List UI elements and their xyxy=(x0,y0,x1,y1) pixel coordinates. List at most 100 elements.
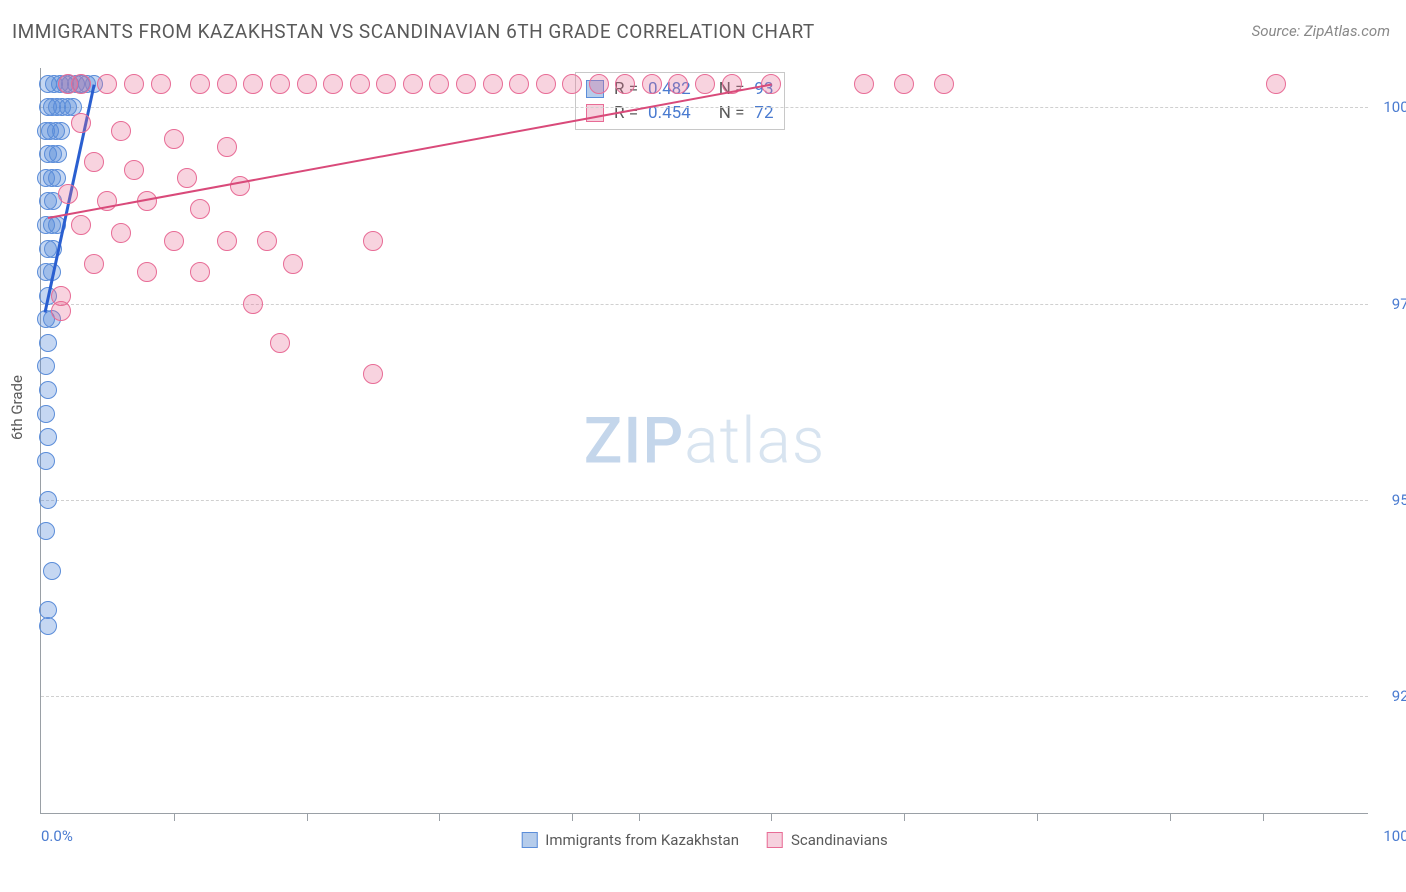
x-tick xyxy=(1037,813,1038,821)
scatter-point xyxy=(190,199,210,219)
scatter-point xyxy=(71,215,91,235)
stats-n-value: 72 xyxy=(754,103,773,123)
scatter-point xyxy=(111,121,131,141)
scatter-point xyxy=(217,137,237,157)
x-tick xyxy=(439,813,440,821)
legend-label: Immigrants from Kazakhstan xyxy=(545,831,739,849)
x-tick xyxy=(174,813,175,821)
scatter-point xyxy=(363,231,383,251)
scatter-point xyxy=(177,168,197,188)
legend-swatch xyxy=(767,832,783,848)
scatter-point xyxy=(49,145,67,163)
scatter-point xyxy=(137,262,157,282)
scatter-point xyxy=(124,160,144,180)
x-tick xyxy=(771,813,772,821)
scatter-point xyxy=(39,428,57,446)
scatter-point xyxy=(403,74,423,94)
scatter-point xyxy=(37,522,55,540)
scatter-point xyxy=(894,74,914,94)
scatter-point xyxy=(456,74,476,94)
x-tick xyxy=(307,813,308,821)
scatter-point xyxy=(562,74,582,94)
gridline-h xyxy=(41,107,1368,108)
legend: Immigrants from Kazakhstan Scandinavians xyxy=(521,831,888,849)
x-tick xyxy=(639,813,640,821)
x-tick xyxy=(572,813,573,821)
scatter-point xyxy=(1266,74,1286,94)
scatter-point xyxy=(642,74,662,94)
gridline-h xyxy=(41,304,1368,305)
watermark-atlas: atlas xyxy=(684,403,825,478)
scatter-point xyxy=(43,562,61,580)
scatter-point xyxy=(39,334,57,352)
scatter-point xyxy=(39,491,57,509)
legend-swatch xyxy=(521,832,537,848)
scatter-point xyxy=(71,74,91,94)
scatter-point xyxy=(695,74,715,94)
scatter-point xyxy=(934,74,954,94)
y-tick-label: 100.0% xyxy=(1374,98,1406,116)
scatter-point xyxy=(97,74,117,94)
scatter-point xyxy=(190,262,210,282)
watermark: ZIPatlas xyxy=(584,403,826,478)
legend-label: Scandinavians xyxy=(791,831,888,849)
scatter-point xyxy=(37,452,55,470)
scatter-point xyxy=(111,223,131,243)
scatter-point xyxy=(230,176,250,196)
scatter-point xyxy=(854,74,874,94)
scatter-point xyxy=(151,74,171,94)
scatter-point xyxy=(350,74,370,94)
scatter-point xyxy=(84,254,104,274)
scatter-point xyxy=(217,74,237,94)
legend-item: Immigrants from Kazakhstan xyxy=(521,831,739,849)
scatter-point xyxy=(589,74,609,94)
x-tick xyxy=(1263,813,1264,821)
scatter-point xyxy=(243,294,263,314)
scatter-point xyxy=(283,254,303,274)
y-tick-label: 95.0% xyxy=(1374,491,1406,509)
scatter-point xyxy=(536,74,556,94)
scatter-point xyxy=(71,113,91,133)
scatter-point xyxy=(164,129,184,149)
scatter-point xyxy=(615,74,635,94)
legend-item: Scandinavians xyxy=(767,831,888,849)
trend-line xyxy=(47,84,771,219)
watermark-zip: ZIP xyxy=(584,403,685,478)
scatter-point xyxy=(51,286,71,306)
gridline-h xyxy=(41,696,1368,697)
chart-title: IMMIGRANTS FROM KAZAKHSTAN VS SCANDINAVI… xyxy=(12,20,815,43)
scatter-point xyxy=(363,364,383,384)
gridline-h xyxy=(41,500,1368,501)
source-attribution: Source: ZipAtlas.com xyxy=(1252,22,1390,40)
scatter-point xyxy=(297,74,317,94)
scatter-point xyxy=(39,381,57,399)
x-axis-end-label: 100.0% xyxy=(1383,827,1406,845)
scatter-point xyxy=(217,231,237,251)
scatter-point xyxy=(376,74,396,94)
scatter-point xyxy=(243,74,263,94)
scatter-point xyxy=(257,231,277,251)
scatter-point xyxy=(270,333,290,353)
scatter-point xyxy=(84,152,104,172)
x-axis-start-label: 0.0% xyxy=(41,827,73,845)
scatter-point xyxy=(270,74,290,94)
scatter-point xyxy=(429,74,449,94)
y-tick-label: 92.5% xyxy=(1374,687,1406,705)
plot-area: ZIPatlas R =0.482N =93R =0.454N =72 0.0%… xyxy=(40,68,1368,814)
scatter-point xyxy=(483,74,503,94)
scatter-point xyxy=(164,231,184,251)
scatter-point xyxy=(58,184,78,204)
stats-n-label: N = xyxy=(719,103,745,123)
scatter-point xyxy=(39,617,57,635)
x-tick xyxy=(904,813,905,821)
scatter-point xyxy=(124,74,144,94)
y-tick-label: 97.5% xyxy=(1374,295,1406,313)
x-tick xyxy=(1170,813,1171,821)
y-axis-label: 6th Grade xyxy=(8,375,26,440)
scatter-point xyxy=(37,405,55,423)
scatter-point xyxy=(190,74,210,94)
scatter-point xyxy=(323,74,343,94)
scatter-point xyxy=(668,74,688,94)
scatter-point xyxy=(37,357,55,375)
scatter-point xyxy=(52,122,70,140)
